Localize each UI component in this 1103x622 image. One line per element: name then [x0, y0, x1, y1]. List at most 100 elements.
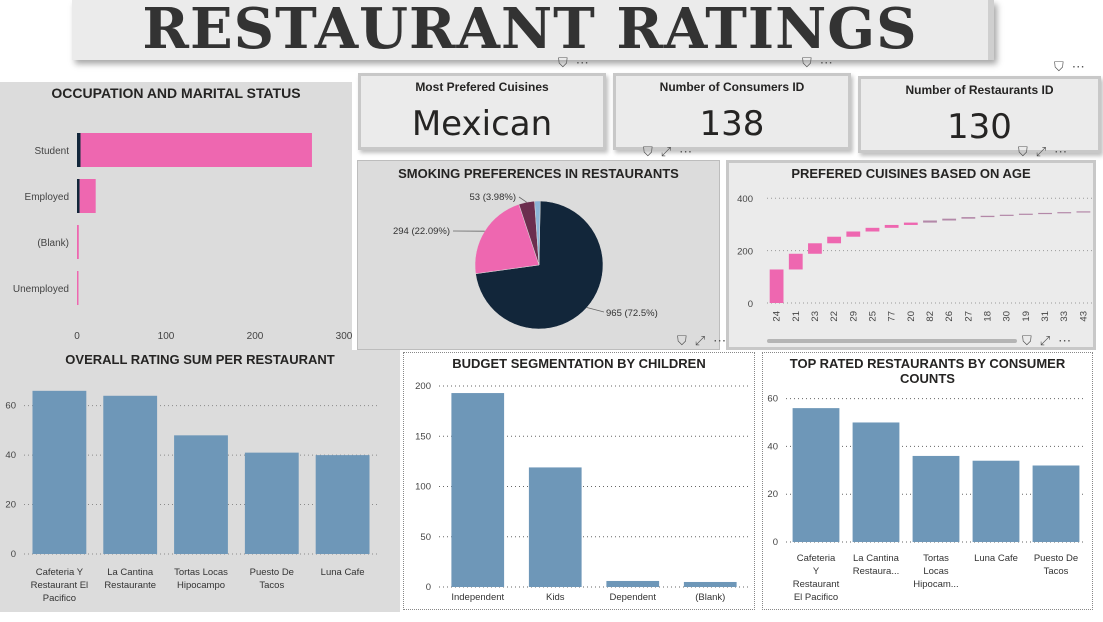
- bar: [769, 269, 784, 303]
- panel-title: OVERALL RATING SUM PER RESTAURANT: [65, 352, 335, 367]
- x-tick-label: 43: [1078, 311, 1089, 322]
- kpi-label: Most Prefered Cuisines: [415, 80, 549, 94]
- y-tick-label: 0: [426, 582, 431, 593]
- y-tick-label: 150: [415, 431, 431, 442]
- visual-header-budget: ⛉ ⤢ ⋯: [677, 334, 726, 347]
- y-tick-label: 50: [420, 532, 431, 543]
- kpi-label: Number of Consumers ID: [659, 80, 805, 94]
- focus-mode-icon[interactable]: ⤢: [1039, 333, 1051, 348]
- rating-chart: 0 20 40 60 Cafeteria Y Restaurant El Pacifico L…: [5, 390, 378, 604]
- bar: [451, 393, 505, 587]
- bar: [1076, 211, 1091, 213]
- x-tick-label: 26: [944, 311, 955, 322]
- pie-slice: [475, 200, 604, 330]
- y-tick-label: 20: [767, 489, 778, 500]
- bar: [77, 133, 81, 167]
- bar: [528, 467, 582, 587]
- budget-chart: 0 50 100 150 200 Independent Kids Dependent (Bla…: [415, 381, 749, 603]
- bar: [903, 222, 918, 225]
- bar: [80, 133, 312, 167]
- x-tick-label: 20: [906, 311, 917, 322]
- x-tick-label: Puesto De: [250, 567, 294, 578]
- leader-line: [518, 196, 527, 203]
- focus-mode-icon[interactable]: ⤢: [694, 333, 706, 348]
- filter-icon[interactable]: ⛉: [558, 55, 568, 70]
- x-tick-label: Luna Cafe: [974, 553, 1018, 564]
- bar: [980, 215, 995, 218]
- smoking-chart: 965 (72.5%) 294 (22.09%) 53 (3.98%): [393, 192, 658, 330]
- filter-icon[interactable]: ⛉: [643, 144, 653, 159]
- focus-mode-icon[interactable]: ⤢: [1035, 144, 1047, 159]
- x-tick-label: 100: [158, 331, 175, 342]
- bar: [912, 455, 960, 542]
- x-tick-label: 30: [1002, 311, 1013, 322]
- bar: [792, 408, 840, 542]
- kpi-value: 138: [699, 104, 765, 144]
- x-tick-label: Tortas Locas: [174, 567, 228, 578]
- y-tick-label: 20: [5, 500, 16, 511]
- pie-slice: [534, 200, 541, 266]
- bar: [961, 217, 976, 219]
- bar: [77, 179, 80, 213]
- filter-icon[interactable]: ⛉: [802, 55, 812, 70]
- x-tick-label: 18: [983, 311, 994, 322]
- x-tick-label: Dependent: [610, 592, 657, 603]
- filter-icon[interactable]: ⛉: [1054, 59, 1064, 74]
- more-options-icon[interactable]: ⋯: [1054, 144, 1068, 159]
- bar: [32, 390, 87, 554]
- dashboard-title: RESTAURANT RATINGS: [142, 0, 918, 62]
- x-tick-label: 31: [1040, 311, 1051, 322]
- panel-title: OCCUPATION AND MARITAL STATUS: [51, 85, 301, 101]
- kpi-card-restaurants: Number of Restaurants ID 130: [858, 76, 1101, 153]
- more-options-icon[interactable]: ⋯: [575, 55, 589, 70]
- y-tick-label: (Blank): [37, 238, 69, 249]
- focus-mode-icon[interactable]: ⤢: [660, 144, 672, 159]
- bar: [1032, 465, 1080, 542]
- y-tick-label: 0: [11, 549, 16, 560]
- x-tick-label: Cafeteria Y: [36, 567, 84, 578]
- data-label: 53 (3.98%): [470, 192, 516, 203]
- y-tick-label: 40: [5, 450, 16, 461]
- age-chart: 0 200 400 24 21 23 22 29 25 77 20 82 26 27 18 30 19 31 33 4…: [737, 194, 1093, 343]
- bar: [77, 271, 79, 305]
- x-tick-label: Locas: [923, 566, 949, 577]
- filter-icon[interactable]: ⛉: [1022, 333, 1032, 348]
- x-tick-label: 19: [1021, 311, 1032, 322]
- pie-slice: [474, 203, 540, 275]
- y-tick-label: 0: [748, 299, 753, 310]
- bar: [1057, 212, 1072, 214]
- panel-title: BUDGET SEGMENTATION BY CHILDREN: [452, 356, 706, 371]
- x-tick-label: Y: [813, 566, 820, 577]
- y-tick-label: 200: [415, 381, 431, 392]
- x-tick-label: Tacos: [259, 580, 284, 591]
- more-options-icon[interactable]: ⋯: [713, 333, 727, 348]
- data-label: 294 (22.09%): [393, 226, 450, 237]
- more-options-icon[interactable]: ⋯: [1058, 333, 1072, 348]
- y-tick-label: 200: [737, 247, 753, 258]
- panel-title: PREFERED CUISINES BASED ON AGE: [791, 166, 1031, 181]
- bar: [77, 225, 79, 259]
- x-tick-label: 300: [336, 331, 352, 342]
- filter-icon[interactable]: ⛉: [1018, 144, 1028, 159]
- x-tick-label: Restaurant: [793, 579, 840, 590]
- x-tick-label: 0: [74, 331, 80, 342]
- more-options-icon[interactable]: ⋯: [679, 144, 693, 159]
- bar: [942, 218, 957, 221]
- bar: [244, 452, 299, 554]
- x-tick-label: 77: [887, 311, 898, 322]
- y-tick-label: Student: [35, 146, 70, 157]
- more-options-icon[interactable]: ⋯: [819, 55, 833, 70]
- more-options-icon[interactable]: ⋯: [1071, 59, 1085, 74]
- visual-header-card1: ⛉ ⋯: [558, 56, 589, 69]
- budget-panel: BUDGET SEGMENTATION BY CHILDREN 0 50 100 15…: [403, 352, 755, 610]
- x-tick-label: Pacifico: [43, 593, 76, 604]
- x-tick-label: (Blank): [695, 592, 725, 603]
- top-chart: 0 20 40 60 Cafeteria Y Restaurant El Pacifico La…: [767, 394, 1086, 603]
- bar: [1038, 212, 1052, 215]
- y-tick-label: 100: [415, 482, 431, 493]
- bar: [103, 395, 158, 554]
- occupation-panel: OCCUPATION AND MARITAL STATUS Student Emp…: [0, 82, 352, 350]
- leader-line: [586, 307, 605, 313]
- filter-icon[interactable]: ⛉: [677, 333, 687, 348]
- bar: [852, 422, 900, 542]
